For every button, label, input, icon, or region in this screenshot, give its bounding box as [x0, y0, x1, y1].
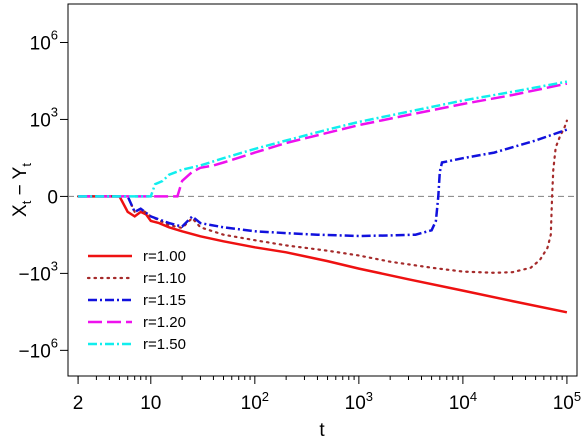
y-tick-label-0: 106	[30, 27, 58, 54]
x-axis-title: t	[319, 420, 325, 441]
x-tick-label-4: 104	[449, 389, 477, 414]
series-line-2	[78, 128, 568, 238]
y-tick-label-1: 103	[30, 104, 58, 131]
legend: r=1.00 r=1.10 r=1.15 r=1.20 r=1.50	[86, 248, 186, 353]
plot-frame	[67, 3, 578, 377]
legend-label-4: r=1.50	[143, 336, 186, 353]
legend-label-2: r=1.15	[143, 292, 186, 309]
series-layer	[77, 80, 568, 314]
series-line-4	[78, 80, 568, 198]
x-axis-ticks: 2 10 102 103 104 105	[73, 376, 581, 414]
x-tick-label-2: 102	[241, 389, 269, 414]
y-axis-title: Xt − Yt	[10, 163, 34, 217]
x-tick-label-3: 103	[345, 389, 373, 414]
legend-label-1: r=1.10	[143, 270, 186, 287]
y-tick-label-3: −103	[19, 258, 58, 285]
legend-label-3: r=1.20	[143, 314, 186, 331]
x-tick-label-1: 10	[140, 393, 161, 414]
x-tick-label-5: 105	[553, 389, 581, 414]
series-line-3	[78, 82, 568, 198]
series-line-1	[77, 119, 568, 274]
y-tick-label-4: −106	[19, 335, 58, 362]
y-tick-label-2: 0	[47, 187, 58, 208]
series-line-0	[78, 195, 568, 314]
legend-label-0: r=1.00	[143, 248, 186, 265]
x-tick-label-0: 2	[73, 393, 84, 414]
y-axis-ticks: 106 103 0 −103 −106	[19, 27, 68, 362]
